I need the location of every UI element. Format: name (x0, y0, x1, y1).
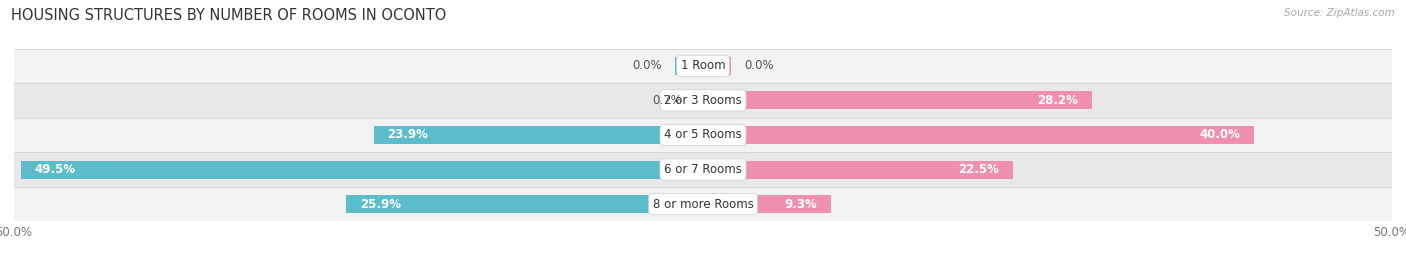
Bar (14, 152, 1392, 187)
Text: 0.7%: 0.7% (652, 94, 682, 107)
Bar (14, 83, 1392, 118)
Text: 23.9%: 23.9% (388, 129, 429, 141)
Text: 40.0%: 40.0% (1199, 129, 1240, 141)
Text: 6 or 7 Rooms: 6 or 7 Rooms (664, 163, 742, 176)
Text: 0.0%: 0.0% (744, 59, 773, 72)
Text: 8 or more Rooms: 8 or more Rooms (652, 198, 754, 211)
Bar (703, 195, 831, 213)
Text: 9.3%: 9.3% (785, 198, 817, 211)
Bar (703, 161, 1012, 178)
Text: 22.5%: 22.5% (959, 163, 1000, 176)
Text: 25.9%: 25.9% (360, 198, 401, 211)
Bar (703, 57, 731, 75)
Text: 1 Room: 1 Room (681, 59, 725, 72)
Text: 28.2%: 28.2% (1036, 94, 1078, 107)
Bar (675, 57, 703, 75)
Bar (703, 92, 1091, 109)
Bar (14, 118, 1392, 152)
Text: 2 or 3 Rooms: 2 or 3 Rooms (664, 94, 742, 107)
Bar (693, 92, 703, 109)
Text: 0.0%: 0.0% (633, 59, 662, 72)
Bar (14, 49, 1392, 83)
Text: 4 or 5 Rooms: 4 or 5 Rooms (664, 129, 742, 141)
Bar (346, 195, 703, 213)
Bar (14, 187, 1392, 221)
Bar (374, 126, 703, 144)
Text: HOUSING STRUCTURES BY NUMBER OF ROOMS IN OCONTO: HOUSING STRUCTURES BY NUMBER OF ROOMS IN… (11, 8, 447, 23)
Text: 49.5%: 49.5% (35, 163, 76, 176)
Text: Source: ZipAtlas.com: Source: ZipAtlas.com (1284, 8, 1395, 18)
Bar (703, 126, 1254, 144)
Bar (21, 161, 703, 178)
